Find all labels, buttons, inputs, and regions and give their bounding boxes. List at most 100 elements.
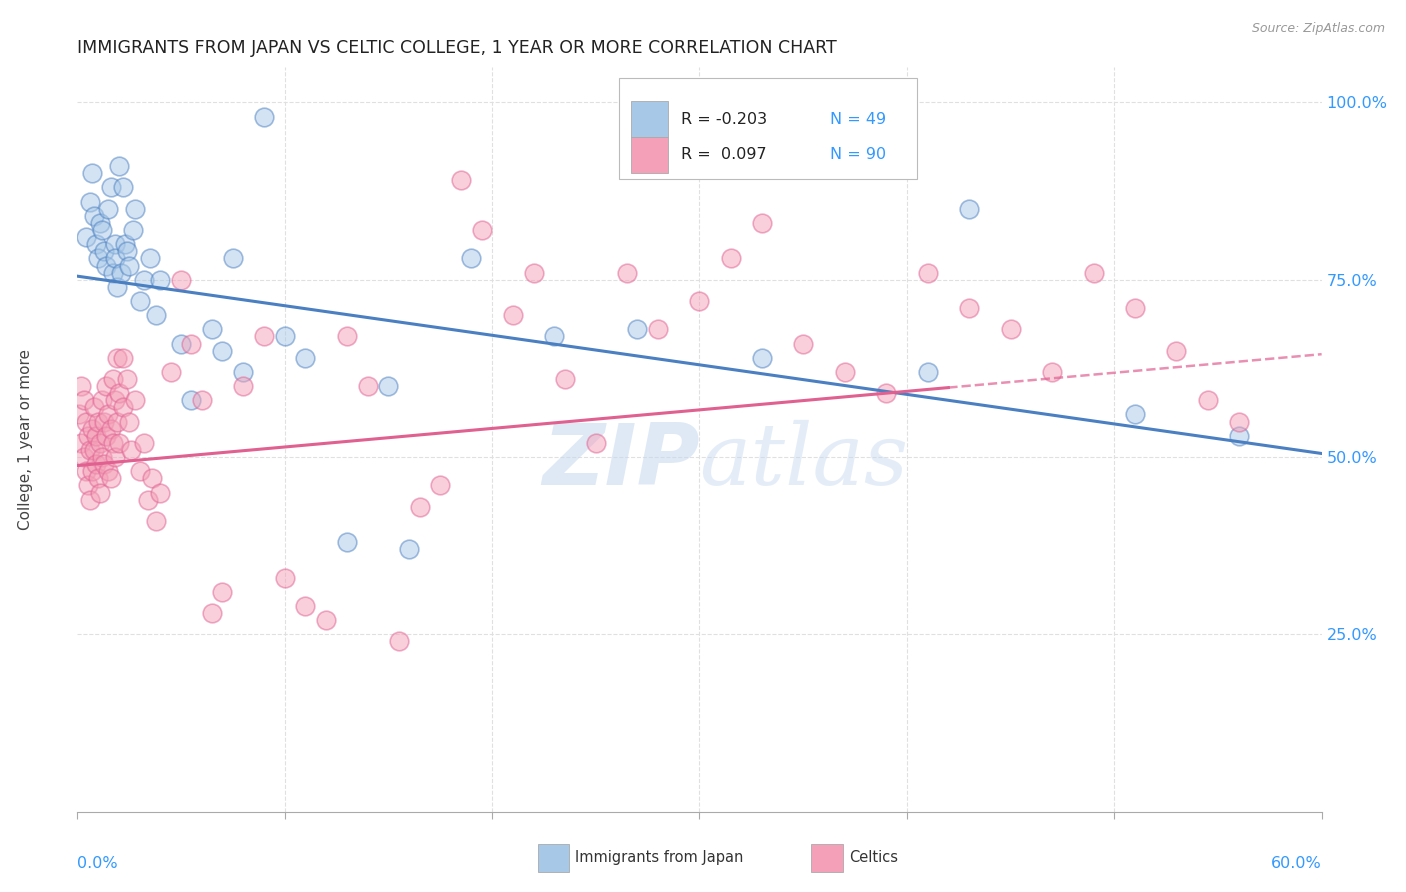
Point (751, 351, 773, 365)
Point (357, 379, 380, 393)
Point (105, 280, 128, 294)
FancyBboxPatch shape (811, 844, 842, 872)
Point (523, 266, 546, 280)
Point (834, 365, 856, 379)
Point (647, 322, 669, 336)
Point (89, 216, 111, 230)
Point (100, 180, 122, 194)
Point (1000, 322, 1022, 336)
Point (84, 237, 107, 252)
Point (336, 329, 359, 343)
Point (114, 237, 136, 252)
Point (111, 351, 134, 365)
Point (97, 464, 120, 478)
Text: R =  0.097: R = 0.097 (681, 147, 766, 162)
Point (83, 401, 105, 415)
Text: 60.0%: 60.0% (1271, 856, 1322, 871)
Point (100, 471, 122, 485)
Point (128, 464, 150, 478)
Point (72, 393, 94, 408)
Point (80, 166, 103, 180)
Point (139, 252, 162, 266)
Point (201, 606, 224, 620)
Point (388, 634, 411, 648)
Point (91, 450, 114, 464)
Point (101, 435, 124, 450)
Point (1040, 365, 1063, 379)
Point (76, 478, 98, 492)
Point (104, 450, 127, 464)
Point (222, 252, 245, 266)
Point (315, 613, 337, 627)
Point (79, 194, 101, 209)
Point (96, 259, 118, 273)
Point (80, 422, 103, 436)
Point (108, 386, 131, 401)
Point (253, 110, 276, 124)
Point (720, 252, 742, 266)
Point (87, 471, 110, 485)
Point (128, 293, 150, 308)
Point (97, 202, 120, 216)
Point (100, 422, 122, 436)
Point (104, 237, 127, 252)
Point (87, 252, 110, 266)
Point (124, 202, 146, 216)
Point (93, 457, 115, 471)
Point (875, 386, 897, 401)
Point (141, 471, 163, 485)
Point (84, 457, 107, 471)
Point (105, 351, 128, 365)
Point (84, 429, 107, 443)
Point (450, 173, 472, 187)
Point (91, 223, 114, 237)
Point (585, 435, 607, 450)
Point (159, 365, 181, 379)
Text: R = -0.203: R = -0.203 (681, 112, 766, 127)
Point (957, 202, 980, 216)
Point (89, 435, 111, 450)
Point (76, 429, 98, 443)
Point (96, 429, 118, 443)
Point (232, 365, 254, 379)
Text: 0.0%: 0.0% (77, 856, 118, 871)
Point (211, 343, 233, 358)
Point (70, 379, 93, 393)
Point (75, 415, 97, 429)
Text: IMMIGRANTS FROM JAPAN VS CELTIC COLLEGE, 1 YEAR OR MORE CORRELATION CHART: IMMIGRANTS FROM JAPAN VS CELTIC COLLEGE,… (77, 39, 837, 57)
Point (377, 379, 399, 393)
Point (917, 266, 939, 280)
Point (626, 322, 648, 336)
Point (97, 408, 120, 422)
Point (96, 379, 118, 393)
Point (87, 415, 110, 429)
Point (1197, 393, 1219, 408)
FancyBboxPatch shape (631, 101, 668, 136)
Point (79, 442, 101, 457)
Point (429, 478, 451, 492)
Point (1227, 415, 1250, 429)
Point (253, 329, 276, 343)
Point (149, 273, 172, 287)
Point (110, 266, 132, 280)
Point (145, 308, 167, 322)
Point (80, 464, 103, 478)
Point (170, 336, 193, 351)
Point (118, 259, 141, 273)
Text: College, 1 year or more: College, 1 year or more (17, 349, 32, 530)
Point (132, 435, 155, 450)
Point (108, 435, 131, 450)
Text: N = 90: N = 90 (830, 147, 886, 162)
Point (170, 273, 193, 287)
Point (1123, 408, 1146, 422)
Point (689, 293, 711, 308)
Point (294, 599, 316, 613)
Point (83, 209, 105, 223)
Point (211, 584, 233, 599)
Point (294, 351, 316, 365)
Point (336, 535, 359, 549)
Point (67, 408, 90, 422)
Point (79, 492, 101, 507)
Point (957, 301, 980, 315)
Point (104, 393, 127, 408)
